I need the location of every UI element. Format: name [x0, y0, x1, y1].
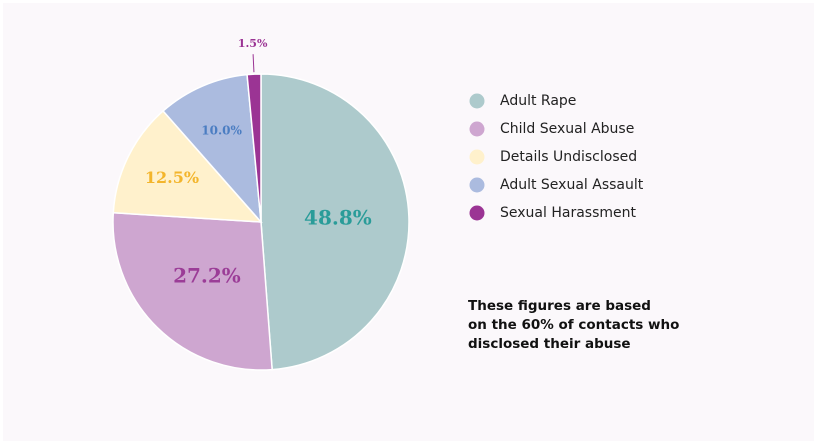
data-label: 10.0%	[201, 123, 242, 137]
legend-label: Child Sexual Abuse	[500, 121, 634, 137]
legend-swatch	[469, 177, 485, 193]
note: These figures are based	[468, 298, 651, 314]
legend-swatch	[469, 121, 485, 137]
pie-slice	[112, 211, 273, 371]
pie-slice	[260, 73, 410, 371]
data-label: 48.8%	[304, 206, 372, 230]
legend-label: Adult Rape	[500, 93, 576, 109]
legend-swatch	[469, 205, 485, 221]
legend-label: Sexual Harassment	[500, 205, 636, 221]
note: on the 60% of contacts who	[468, 317, 679, 333]
legend-label: Details Undisclosed	[500, 149, 637, 165]
data-label: 12.5%	[145, 168, 199, 187]
legend-swatch	[469, 149, 485, 165]
leader-line	[252, 54, 255, 73]
data-label: 1.5%	[238, 37, 268, 50]
legend-swatch	[469, 93, 485, 109]
legend-label: Adult Sexual Assault	[500, 177, 644, 193]
pie-slice	[112, 109, 263, 223]
pie-slice	[246, 73, 262, 223]
note: disclosed their abuse	[468, 336, 631, 352]
pie-slice	[162, 73, 262, 225]
data-label: 27.2%	[173, 263, 241, 287]
